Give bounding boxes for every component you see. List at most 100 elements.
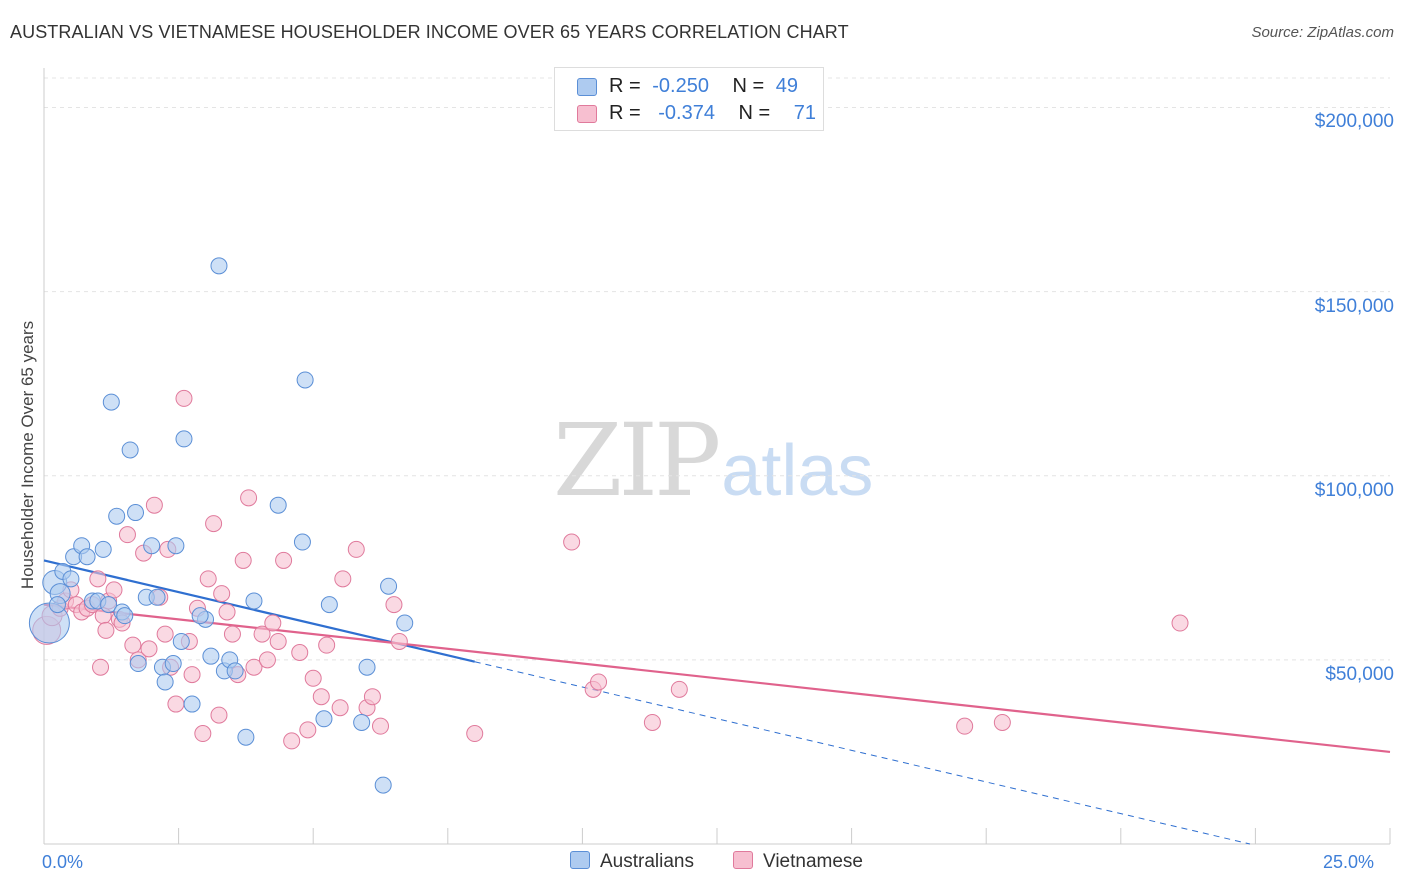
legend-n-label: N = (732, 75, 765, 97)
vietnamese-legend-swatch (733, 850, 753, 869)
point-australians (315, 710, 333, 728)
correlation-legend: R = -0.250 N = 49 R = -0.374 N = 71 (554, 67, 824, 131)
point-vietnamese (234, 551, 252, 569)
point-australians (320, 596, 338, 614)
vietnamese-swatch (577, 104, 597, 123)
point-australians (226, 662, 244, 680)
point-australians (353, 713, 371, 731)
point-australians (100, 596, 118, 614)
watermark: ZIPatlas (553, 402, 873, 519)
point-australians (129, 655, 147, 673)
y-tick-label: $150,000 (1314, 295, 1394, 317)
point-vietnamese (304, 669, 322, 687)
legend-r-label: R = (609, 102, 641, 124)
point-vietnamese (92, 658, 110, 676)
legend-r-label: R = (609, 75, 641, 97)
gridlines (44, 77, 1390, 661)
point-vietnamese (140, 640, 158, 658)
point-vietnamese (363, 688, 381, 706)
point-vietnamese (956, 717, 974, 735)
point-vietnamese (183, 666, 201, 684)
data-points (28, 257, 1189, 794)
point-australians (143, 537, 161, 555)
point-vietnamese (167, 695, 185, 713)
point-australians (116, 607, 134, 625)
australians-swatch (577, 77, 597, 96)
point-vietnamese (312, 688, 330, 706)
point-australians (374, 776, 392, 794)
point-vietnamese (385, 596, 403, 614)
point-vietnamese (590, 673, 608, 691)
point-vietnamese (205, 515, 223, 533)
point-vietnamese (390, 632, 408, 650)
point-australians (172, 632, 190, 650)
y-tick-label: $100,000 (1314, 479, 1394, 501)
point-vietnamese (993, 713, 1011, 731)
x-tick-label-max: 25.0% (1323, 852, 1375, 872)
point-vietnamese (1171, 614, 1189, 632)
watermark-zip: ZIP (553, 402, 721, 519)
point-australians (175, 430, 193, 448)
point-australians (237, 728, 255, 746)
point-australians (94, 540, 112, 558)
point-vietnamese (283, 732, 301, 750)
vietnamese-n-value: 71 (793, 102, 817, 124)
point-vietnamese (643, 713, 661, 731)
axes (43, 68, 1391, 845)
point-australians (202, 647, 220, 665)
point-vietnamese (264, 614, 282, 632)
point-vietnamese (145, 496, 163, 514)
point-vietnamese (105, 581, 123, 599)
point-australians (164, 655, 182, 673)
point-vietnamese (194, 725, 212, 743)
trend-extension-australians (474, 661, 1251, 845)
point-vietnamese (372, 717, 389, 735)
chart-title: AUSTRALIAN VS VIETNAMESE HOUSEHOLDER INC… (10, 22, 849, 42)
point-vietnamese (299, 721, 317, 739)
point-vietnamese (245, 658, 263, 676)
point-vietnamese (275, 551, 293, 569)
vietnamese-r-value: -0.374 (658, 102, 715, 124)
australians-r-value: -0.250 (652, 75, 709, 97)
legend-n-label: N = (738, 102, 771, 124)
point-australians (48, 596, 66, 614)
point-vietnamese (218, 603, 236, 621)
point-australians (210, 257, 228, 275)
australians-legend-label: Australians (600, 851, 694, 872)
point-australians (78, 548, 96, 566)
point-vietnamese (213, 585, 231, 603)
point-australians (62, 570, 80, 588)
point-vietnamese (223, 625, 241, 643)
point-australians (293, 533, 311, 551)
point-vietnamese (253, 625, 271, 643)
watermark-atlas: atlas (721, 431, 874, 511)
source-label: Source: ZipAtlas.com (1251, 24, 1394, 41)
legend-row-vietnamese: R = -0.374 N = 71 (577, 102, 816, 126)
point-australians (121, 441, 139, 459)
point-australians (102, 393, 120, 411)
point-australians (358, 658, 376, 676)
point-australians (148, 588, 166, 606)
australians-legend-swatch (570, 850, 590, 869)
point-vietnamese (291, 644, 309, 661)
point-australians (269, 496, 287, 514)
point-vietnamese (199, 570, 217, 588)
x-tick-label-min: 0.0% (42, 852, 84, 872)
point-australians (156, 673, 174, 691)
point-australians (245, 592, 263, 610)
y-tick-label: $200,000 (1314, 111, 1394, 133)
bottom-legend-vietnamese[interactable]: Vietnamese (733, 850, 863, 873)
point-vietnamese (118, 526, 136, 544)
legend-row-australians: R = -0.250 N = 49 (577, 75, 798, 99)
point-australians (127, 504, 145, 522)
point-australians (183, 695, 201, 713)
point-vietnamese (175, 389, 193, 407)
point-vietnamese (331, 699, 349, 717)
point-vietnamese (258, 651, 276, 669)
vietnamese-legend-label: Vietnamese (763, 851, 863, 872)
bottom-legend-australians[interactable]: Australians (570, 850, 694, 873)
point-vietnamese (124, 636, 142, 654)
australians-n-value: 49 (775, 75, 799, 97)
point-australians (191, 607, 209, 625)
